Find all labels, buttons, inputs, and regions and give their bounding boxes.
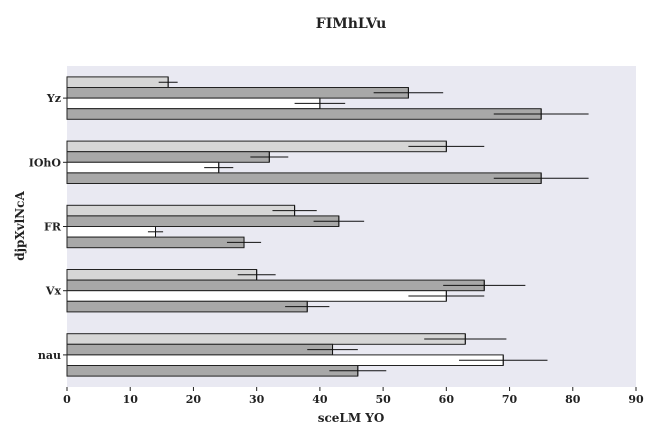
bar-IOhO-3 bbox=[66, 172, 542, 184]
bar-nau-3 bbox=[66, 365, 359, 377]
bar-nau-0 bbox=[66, 333, 466, 345]
x-tick-label: 30 bbox=[249, 393, 265, 406]
chart-title: FIMhLVu bbox=[316, 16, 387, 32]
bar-Yz-0 bbox=[66, 76, 169, 89]
bar-FR-3 bbox=[66, 236, 245, 249]
bar-IOhO-1 bbox=[66, 151, 270, 163]
x-tick-label: 90 bbox=[628, 393, 644, 406]
y-axis-label: djpXvlNcA bbox=[13, 191, 27, 261]
bars bbox=[66, 76, 542, 377]
bar-IOhO-2 bbox=[66, 161, 220, 174]
bar-FR-0 bbox=[66, 204, 296, 217]
y-tick-label: nau bbox=[38, 349, 61, 362]
bar-Yz-2 bbox=[66, 97, 321, 110]
bar-nau-2 bbox=[66, 354, 504, 366]
bar-FR-1 bbox=[66, 215, 340, 227]
bar-Vx-2 bbox=[66, 290, 447, 302]
y-tick-label: IOhO bbox=[29, 156, 62, 169]
x-tick-label: 0 bbox=[63, 393, 71, 406]
x-axis: 0 10 20 30 40 50 60 70 80 90 bbox=[63, 387, 644, 406]
x-tick-label: 40 bbox=[312, 393, 328, 406]
bar-nau-1 bbox=[66, 343, 334, 356]
x-tick-label: 50 bbox=[375, 393, 391, 406]
y-axis: nau Vx FR IOhO Yz bbox=[29, 92, 67, 362]
y-tick-label: FR bbox=[44, 221, 62, 234]
bar-Vx-0 bbox=[66, 269, 258, 281]
y-tick-label: Vx bbox=[45, 285, 62, 298]
error-bars bbox=[147, 77, 589, 376]
bar-Vx-1 bbox=[66, 279, 485, 292]
x-axis-label: sceLM YO bbox=[318, 411, 385, 425]
x-tick-label: 70 bbox=[502, 393, 518, 406]
x-tick-label: 10 bbox=[123, 393, 139, 406]
bar-Vx-3 bbox=[66, 300, 308, 313]
x-tick-label: 60 bbox=[439, 393, 455, 406]
bar-FR-2 bbox=[66, 226, 157, 238]
bar-IOhO-0 bbox=[66, 140, 447, 153]
x-tick-label: 80 bbox=[565, 393, 581, 406]
bar-Yz-3 bbox=[66, 108, 542, 120]
y-tick-label: Yz bbox=[46, 92, 61, 105]
bar-Yz-1 bbox=[66, 87, 409, 99]
x-tick-label: 20 bbox=[186, 393, 202, 406]
